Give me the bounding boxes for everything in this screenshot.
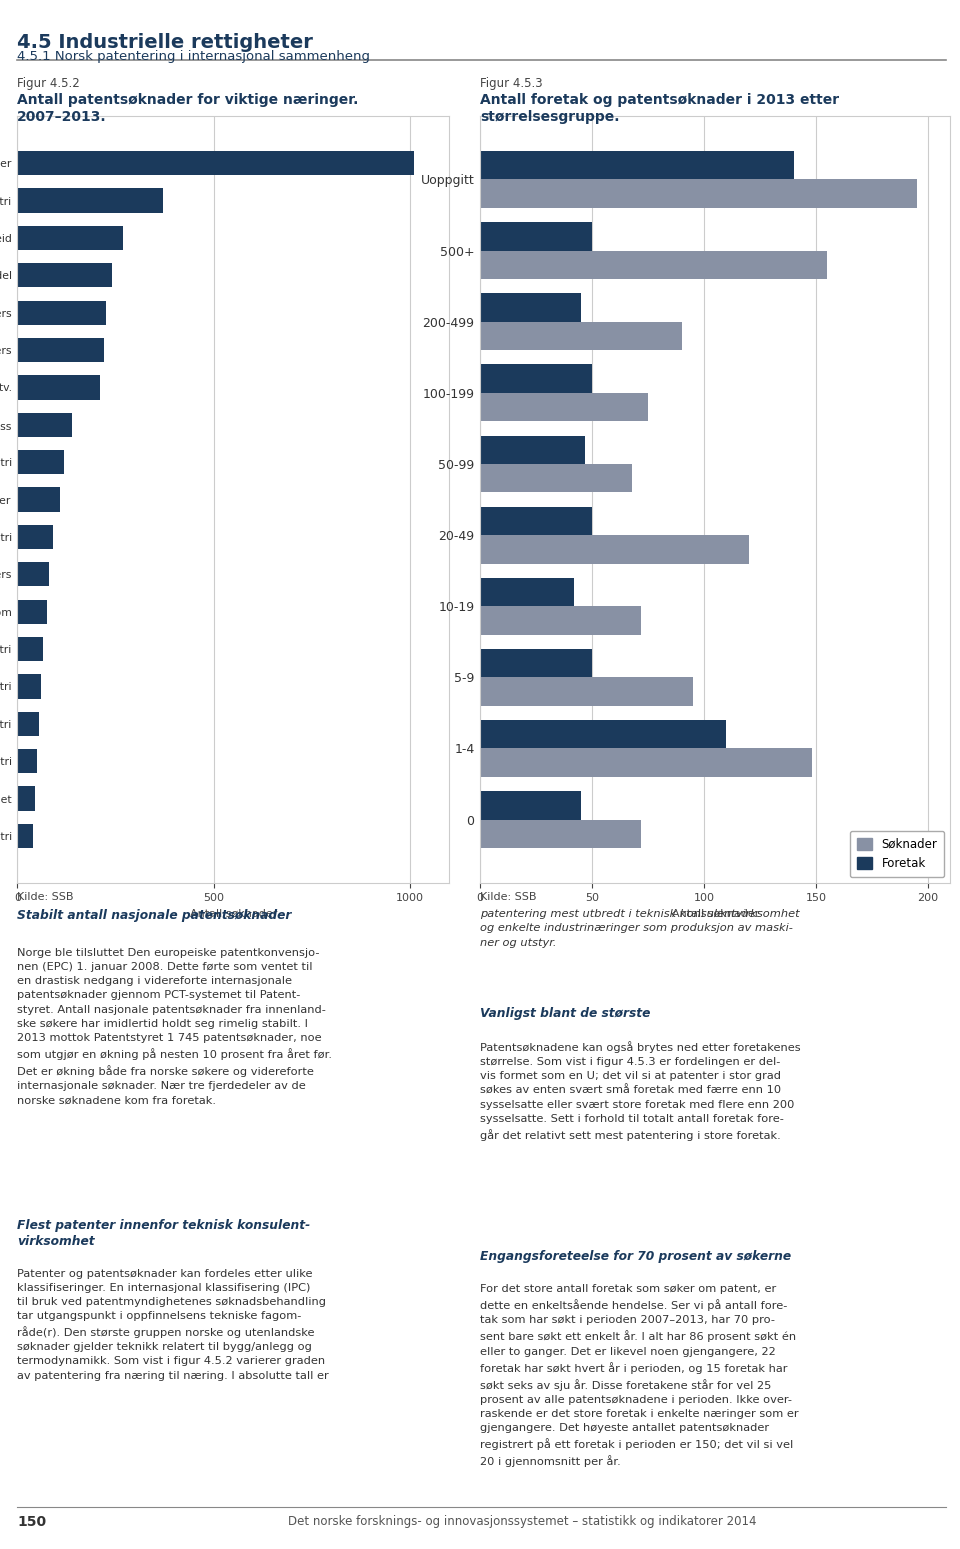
Bar (480, 649, 592, 677)
Bar (17, 263, 111, 288)
Bar (480, 720, 727, 748)
Text: Flest patenter innenfor teknisk konsulent-
virksomhet: Flest patenter innenfor teknisk konsulen… (17, 1219, 310, 1248)
Text: 4.5.1 Norsk patentering i internasjonal sammenheng: 4.5.1 Norsk patentering i internasjonal … (17, 50, 371, 62)
Bar (480, 606, 641, 635)
Bar (480, 578, 574, 606)
Bar (480, 507, 592, 534)
Bar (17, 750, 36, 773)
Bar (480, 364, 592, 393)
Bar (480, 152, 794, 180)
Bar (17, 824, 33, 849)
Text: Antall patentsøknader for viktige næringer.
2007–2013.: Antall patentsøknader for viktige næring… (17, 93, 359, 124)
Text: patentering mest utbredt i teknisk konsulentvirksomhet
og enkelte industrinæring: patentering mest utbredt i teknisk konsu… (480, 909, 800, 948)
Bar (480, 534, 749, 564)
Bar (480, 393, 648, 421)
Bar (480, 435, 586, 465)
Text: 150: 150 (17, 1515, 46, 1529)
X-axis label: Antall søknader: Antall søknader (189, 908, 277, 919)
Bar (480, 748, 811, 778)
X-axis label: Antall søknader: Antall søknader (671, 908, 759, 919)
Bar (17, 711, 38, 736)
Bar (17, 375, 100, 400)
Bar (17, 562, 49, 587)
Bar (480, 322, 682, 350)
Bar (17, 787, 35, 810)
Bar (17, 189, 162, 212)
Bar (480, 819, 641, 849)
Text: Figur 4.5.2: Figur 4.5.2 (17, 77, 80, 90)
Text: Kilde: SSB: Kilde: SSB (480, 892, 537, 902)
Text: Kilde: SSB: Kilde: SSB (17, 892, 74, 902)
Text: Figur 4.5.3: Figur 4.5.3 (480, 77, 542, 90)
Bar (17, 301, 106, 325)
Text: Norge ble tilsluttet Den europeiske patentkonvensjo-
nen (EPC) 1. januar 2008. D: Norge ble tilsluttet Den europeiske pate… (17, 948, 332, 1106)
Legend: Søknader, Foretak: Søknader, Foretak (850, 830, 945, 877)
Text: 4.5 Industrielle rettigheter: 4.5 Industrielle rettigheter (17, 33, 313, 51)
Bar (17, 412, 72, 437)
Text: Patenter og patentsøknader kan fordeles etter ulike
klassifiseringer. En interna: Patenter og patentsøknader kan fordeles … (17, 1269, 329, 1380)
Text: Stabilt antall nasjonale patentsøknader: Stabilt antall nasjonale patentsøknader (17, 909, 292, 922)
Bar (480, 180, 917, 208)
Bar (17, 338, 104, 362)
Bar (17, 152, 414, 175)
Bar (480, 222, 592, 251)
Text: Vanligst blant de største: Vanligst blant de største (480, 1007, 650, 1019)
Bar (480, 293, 581, 322)
Text: Patentsøknadene kan også brytes ned etter foretakenes
størrelse. Som vist i figu: Patentsøknadene kan også brytes ned ette… (480, 1041, 801, 1142)
Bar (17, 226, 123, 249)
Bar (17, 674, 41, 699)
Bar (480, 677, 693, 706)
Bar (480, 251, 828, 279)
Bar (480, 465, 633, 493)
Text: For det store antall foretak som søker om patent, er
dette en enkeltsående hende: For det store antall foretak som søker o… (480, 1284, 799, 1467)
Bar (17, 637, 43, 661)
Bar (480, 792, 581, 819)
Text: Det norske forsknings- og innovasjonssystemet – statistikk og indikatorer 2014: Det norske forsknings- og innovasjonssys… (288, 1515, 756, 1527)
Bar (17, 488, 60, 511)
Bar (17, 525, 53, 548)
Bar (17, 599, 47, 624)
Text: Antall foretak og patentsøknader i 2013 etter
størrelsesgruppe.: Antall foretak og patentsøknader i 2013 … (480, 93, 839, 124)
Bar (17, 451, 64, 474)
Text: Engangsforeteelse for 70 prosent av søkerne: Engangsforeteelse for 70 prosent av søke… (480, 1250, 791, 1262)
